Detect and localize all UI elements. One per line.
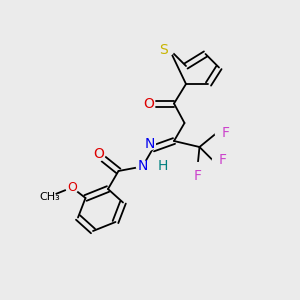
Text: F: F xyxy=(194,169,202,183)
Circle shape xyxy=(215,128,227,140)
Circle shape xyxy=(212,154,224,166)
Text: F: F xyxy=(218,154,226,167)
Circle shape xyxy=(136,160,148,172)
Text: O: O xyxy=(94,148,104,161)
Circle shape xyxy=(152,160,164,172)
Circle shape xyxy=(162,44,174,56)
Circle shape xyxy=(143,138,155,150)
Text: CH₃: CH₃ xyxy=(39,191,60,202)
Circle shape xyxy=(66,182,78,194)
Circle shape xyxy=(142,98,154,110)
Text: N: N xyxy=(137,160,148,173)
Text: O: O xyxy=(143,97,154,110)
Circle shape xyxy=(192,163,204,175)
Circle shape xyxy=(93,148,105,160)
Circle shape xyxy=(44,190,56,202)
Text: N: N xyxy=(144,137,154,151)
Text: F: F xyxy=(221,127,230,140)
Text: O: O xyxy=(67,181,77,194)
Text: H: H xyxy=(158,160,169,173)
Text: S: S xyxy=(159,43,168,56)
